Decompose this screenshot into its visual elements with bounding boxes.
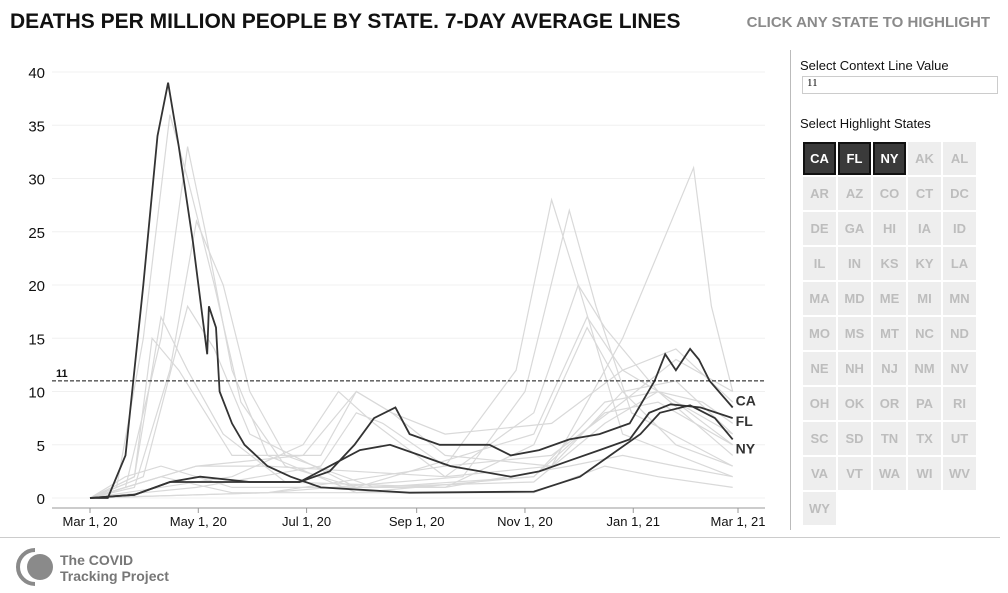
state-button-ms[interactable]: MS bbox=[838, 317, 871, 350]
y-tick-label: 30 bbox=[28, 172, 45, 189]
series-label-fl: FL bbox=[736, 413, 754, 429]
state-button-de[interactable]: DE bbox=[803, 212, 836, 245]
logo-line-2: Tracking Project bbox=[60, 568, 169, 584]
state-button-wi[interactable]: WI bbox=[908, 457, 941, 490]
series-label-ca: CA bbox=[736, 392, 756, 408]
state-button-dc[interactable]: DC bbox=[943, 177, 976, 210]
highlight-line-ca[interactable] bbox=[89, 347, 734, 499]
context-line-ma[interactable] bbox=[89, 218, 733, 499]
x-tick-label: Nov 1, 20 bbox=[497, 514, 553, 529]
state-button-co[interactable]: CO bbox=[873, 177, 906, 210]
context-threshold-label: 11 bbox=[56, 368, 68, 380]
state-button-me[interactable]: ME bbox=[873, 282, 906, 315]
state-button-sd[interactable]: SD bbox=[838, 422, 871, 455]
context-line-nj[interactable] bbox=[89, 114, 734, 499]
x-tick-label: Jul 1, 20 bbox=[282, 514, 331, 529]
state-button-nm[interactable]: NM bbox=[908, 352, 941, 385]
state-button-wa[interactable]: WA bbox=[873, 457, 906, 490]
state-button-ar[interactable]: AR bbox=[803, 177, 836, 210]
y-tick-label: 15 bbox=[28, 331, 45, 348]
y-tick-label: 0 bbox=[37, 491, 45, 508]
y-tick-label: 20 bbox=[28, 278, 45, 295]
state-button-ks[interactable]: KS bbox=[873, 247, 906, 280]
state-button-ak[interactable]: AK bbox=[908, 142, 941, 175]
context-line-sd[interactable] bbox=[89, 208, 733, 499]
y-tick-label: 40 bbox=[28, 65, 45, 82]
state-button-wy[interactable]: WY bbox=[803, 492, 836, 525]
state-button-mn[interactable]: MN bbox=[943, 282, 976, 315]
x-tick-label: Mar 1, 21 bbox=[711, 514, 766, 529]
state-button-ma[interactable]: MA bbox=[803, 282, 836, 315]
context-line-label: Select Context Line Value bbox=[800, 58, 949, 73]
context-line-ct[interactable] bbox=[89, 146, 733, 499]
state-button-hi[interactable]: HI bbox=[873, 212, 906, 245]
state-button-tx[interactable]: TX bbox=[908, 422, 941, 455]
state-button-nd[interactable]: ND bbox=[943, 317, 976, 350]
state-button-tn[interactable]: TN bbox=[873, 422, 906, 455]
x-tick-label: Mar 1, 20 bbox=[63, 514, 118, 529]
state-button-fl[interactable]: FL bbox=[838, 142, 871, 175]
state-button-ct[interactable]: CT bbox=[908, 177, 941, 210]
state-button-ny[interactable]: NY bbox=[873, 142, 906, 175]
state-button-ok[interactable]: OK bbox=[838, 387, 871, 420]
highlight-line-fl[interactable] bbox=[89, 403, 733, 499]
x-tick-label: May 1, 20 bbox=[170, 514, 227, 529]
state-button-az[interactable]: AZ bbox=[838, 177, 871, 210]
state-button-ia[interactable]: IA bbox=[908, 212, 941, 245]
state-button-nh[interactable]: NH bbox=[838, 352, 871, 385]
context-line-input[interactable]: 11 bbox=[802, 76, 998, 94]
x-tick-label: Jan 1, 21 bbox=[607, 514, 661, 529]
state-button-va[interactable]: VA bbox=[803, 457, 836, 490]
state-button-ky[interactable]: KY bbox=[908, 247, 941, 280]
y-tick-label: 25 bbox=[28, 225, 45, 242]
logo-text: The COVID Tracking Project bbox=[60, 552, 169, 584]
line-chart: NY CA FL 0 5 10 15 20 25 30 35 40 Mar 1, 20 May 1, 20… bbox=[28, 65, 766, 529]
footer-divider bbox=[0, 537, 1000, 538]
series-label-ny: NY bbox=[736, 440, 756, 456]
state-button-pa[interactable]: PA bbox=[908, 387, 941, 420]
y-tick-label: 10 bbox=[28, 385, 45, 402]
context-line-wa[interactable] bbox=[89, 454, 733, 499]
y-tick-label: 5 bbox=[37, 438, 45, 455]
state-button-la[interactable]: LA bbox=[943, 247, 976, 280]
state-button-or[interactable]: OR bbox=[873, 387, 906, 420]
control-panel: Select Context Line Value 11 Select High… bbox=[790, 50, 1001, 530]
state-button-vt[interactable]: VT bbox=[838, 457, 871, 490]
state-button-ca[interactable]: CA bbox=[803, 142, 836, 175]
state-button-in[interactable]: IN bbox=[838, 247, 871, 280]
context-line-nm[interactable] bbox=[89, 283, 734, 499]
chart-title: DEATHS PER MILLION PEOPLE BY STATE. 7-DA… bbox=[10, 10, 681, 33]
state-button-oh[interactable]: OH bbox=[803, 387, 836, 420]
state-button-id[interactable]: ID bbox=[943, 212, 976, 245]
state-button-sc[interactable]: SC bbox=[803, 422, 836, 455]
state-button-mi[interactable]: MI bbox=[908, 282, 941, 315]
state-grid: CA FL NY AK AL AR AZ CO CT DC DE GA HI IA ID IL IN KS KY LA… bbox=[803, 142, 976, 525]
state-button-ga[interactable]: GA bbox=[838, 212, 871, 245]
y-tick-label: 35 bbox=[28, 118, 45, 135]
state-button-nj[interactable]: NJ bbox=[873, 352, 906, 385]
logo-line-1: The COVID bbox=[60, 552, 134, 568]
highlight-states-label: Select Highlight States bbox=[800, 116, 931, 131]
state-button-wv[interactable]: WV bbox=[943, 457, 976, 490]
highlight-hint: CLICK ANY STATE TO HIGHLIGHT bbox=[746, 14, 990, 31]
x-tick-label: Sep 1, 20 bbox=[389, 514, 445, 529]
state-button-ut[interactable]: UT bbox=[943, 422, 976, 455]
highlight-line-ny[interactable] bbox=[90, 82, 734, 499]
state-button-nc[interactable]: NC bbox=[908, 317, 941, 350]
state-button-mt[interactable]: MT bbox=[873, 317, 906, 350]
state-button-al[interactable]: AL bbox=[943, 142, 976, 175]
context-line-vt[interactable] bbox=[89, 465, 733, 499]
context-line-ms[interactable] bbox=[89, 348, 734, 499]
context-line-nd[interactable] bbox=[89, 197, 733, 499]
state-button-mo[interactable]: MO bbox=[803, 317, 836, 350]
state-button-nv[interactable]: NV bbox=[943, 352, 976, 385]
covid-tracking-project-logo-icon bbox=[16, 548, 53, 586]
state-button-md[interactable]: MD bbox=[838, 282, 871, 315]
state-button-ri[interactable]: RI bbox=[943, 387, 976, 420]
state-button-il[interactable]: IL bbox=[803, 247, 836, 280]
state-button-ne[interactable]: NE bbox=[803, 352, 836, 385]
context-line-az[interactable] bbox=[89, 165, 734, 499]
